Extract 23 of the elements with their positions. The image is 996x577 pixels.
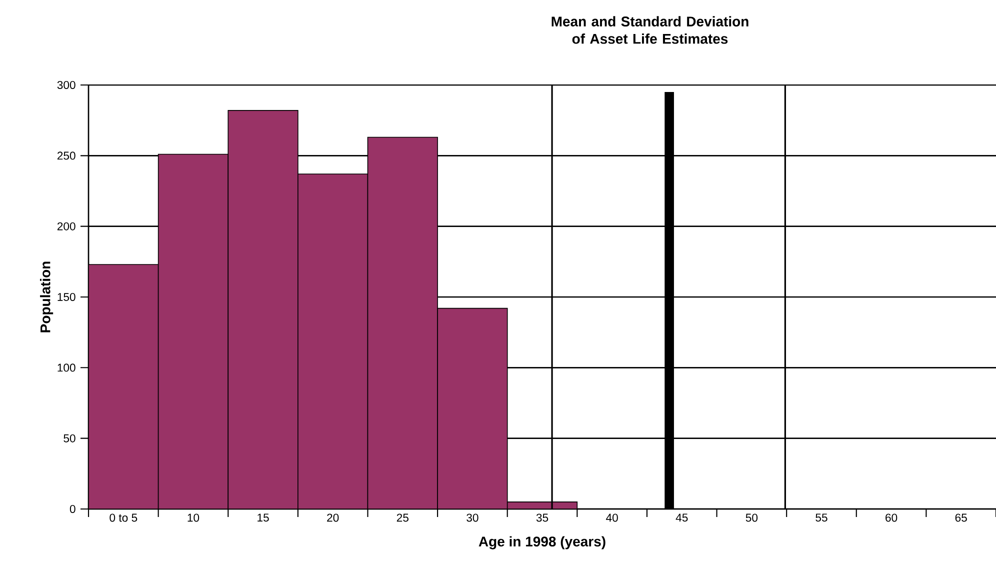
x-tick-label: 40 xyxy=(606,514,618,522)
x-tick-label: 60 xyxy=(886,514,898,522)
x-tick-label: 55 xyxy=(816,514,828,522)
y-tick-label: 250 xyxy=(57,152,76,160)
chart-title: Mean and Standard Deviation of Asset Life Estimates xyxy=(552,16,748,44)
x-tick-label: 50 xyxy=(746,514,758,522)
x-tick-label: 10 xyxy=(188,514,200,522)
y-axis-title: Population xyxy=(40,262,54,332)
y-tick-label: 300 xyxy=(57,80,76,89)
x-tick-label: 30 xyxy=(466,514,478,522)
x-tick-label: 35 xyxy=(536,514,548,522)
x-tick-label: 20 xyxy=(327,514,339,522)
x-tick-label: 0 to 5 xyxy=(110,514,138,522)
x-tick-label: 45 xyxy=(676,514,688,522)
y-tick-label: 100 xyxy=(58,364,76,372)
x-tick-label: 15 xyxy=(258,514,269,522)
y-tick-label: 150 xyxy=(58,292,76,301)
x-axis-title: Age in 1998 (years) xyxy=(478,536,606,550)
y-tick-label: 0 xyxy=(70,504,76,513)
y-tick-label: 50 xyxy=(64,434,76,442)
x-tick-label: 65 xyxy=(955,514,967,522)
x-tick-label: 25 xyxy=(396,514,408,522)
y-tick-label: 200 xyxy=(57,222,76,230)
